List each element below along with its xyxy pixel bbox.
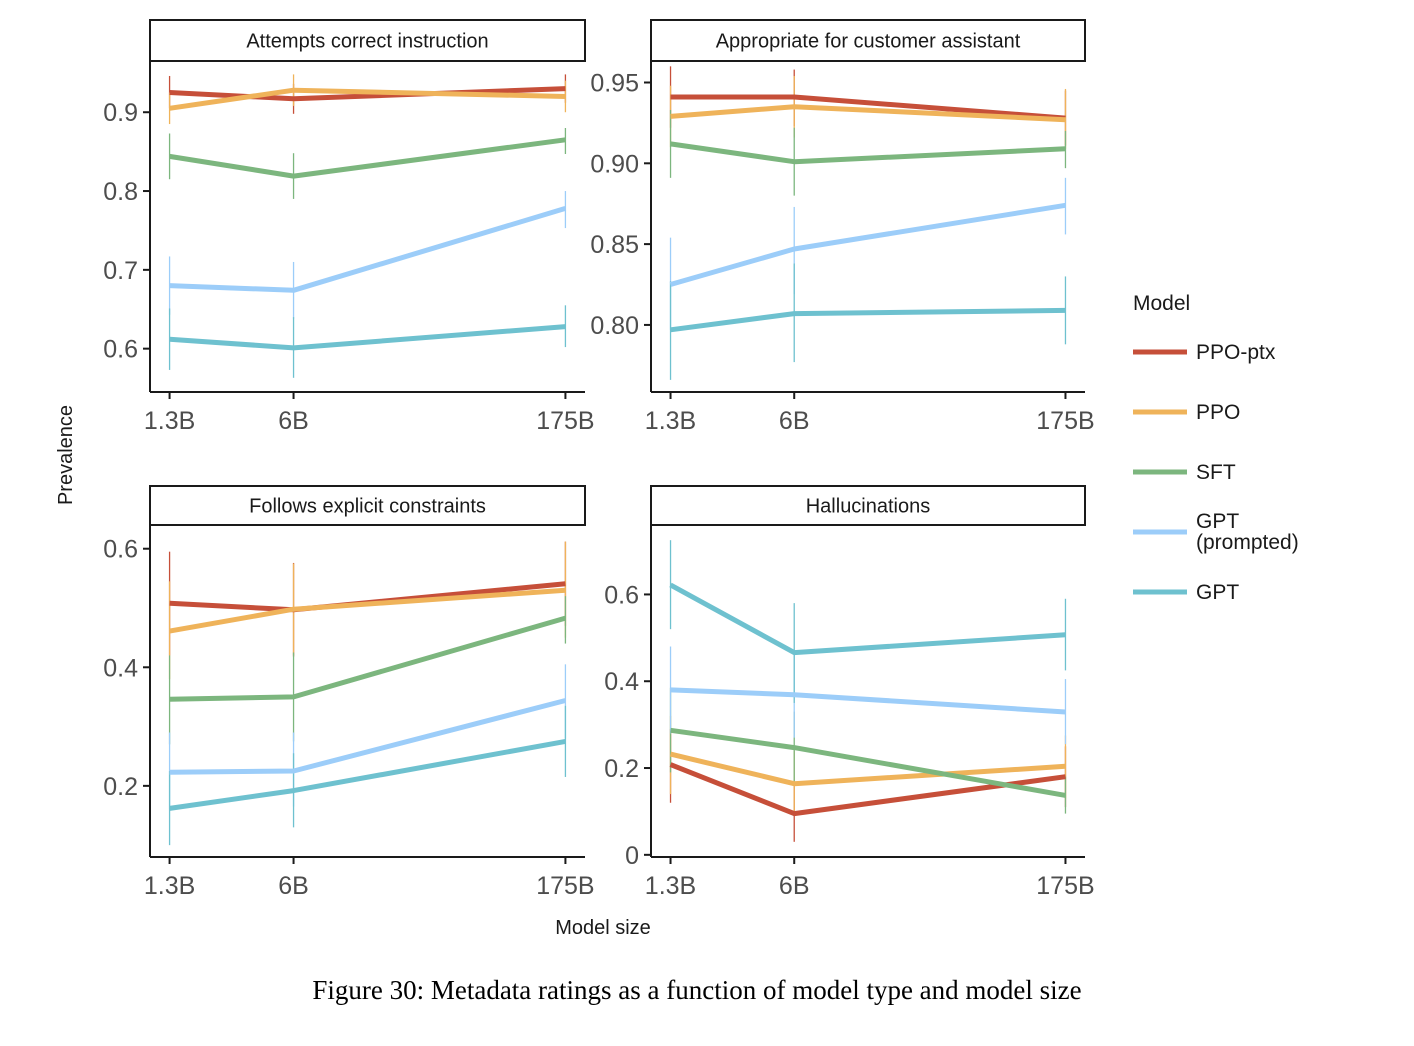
panel-strip [650,485,1086,526]
x-tick-label: 175B [1036,407,1094,435]
x-tick-label: 6B [779,407,810,435]
x-tick-label: 1.3B [144,872,195,900]
series-line [169,87,566,111]
series-line [169,206,567,293]
x-tick-label: 1.3B [645,407,696,435]
series-line [670,94,1066,121]
legend-label: SFT [1196,461,1236,484]
series-line [670,104,1066,123]
series-line [169,324,566,351]
y-tick-label: 0.95 [590,69,639,97]
y-tick-label: 0.6 [103,536,138,564]
series-line [669,202,1066,287]
x-tick-label: 6B [278,872,309,900]
x-tick-label: 1.3B [144,407,195,435]
panel-strip [650,19,1086,62]
x-tick-label: 6B [278,407,309,435]
series-line [169,137,566,179]
panel-title: Hallucinations [806,496,931,518]
legend-title: Model [1133,292,1190,315]
y-tick-label: 0.4 [103,654,138,682]
legend-label: PPO [1196,401,1240,424]
y-tick-label: 0.9 [103,99,138,127]
y-tick-label: 0.2 [103,773,138,801]
y-tick-label: 0.2 [604,755,639,783]
series-line [670,687,1066,715]
legend-label: GPT (prompted) [1196,510,1299,554]
y-axis-title: Prevalence [55,405,77,505]
panel-strip [149,485,586,526]
y-tick-label: 0.90 [590,150,639,178]
y-tick-label: 0.85 [590,231,639,259]
x-axis-title: Model size [555,917,651,939]
panel-strip [149,19,586,62]
faceted-line-chart: Attempts correct instruction 0.6 0.7 0.8 0.9… [55,19,1299,939]
y-tick-label: 0.6 [604,581,639,609]
series-line [670,307,1066,333]
y-tick-label: 0.8 [103,178,138,206]
series-line [670,727,1066,798]
panel-3: Follows explicit constraints 0.2 0.4 0.6 1.3… [103,485,595,900]
panel-4: Hallucinations 0 0.2 0.4 0.6 1.3B 6B 175B [604,485,1095,900]
panel-title: Appropriate for customer assistant [716,31,1021,53]
x-tick-label: 6B [779,872,810,900]
series-line [669,762,1066,817]
y-tick-label: 0 [625,842,639,870]
x-tick-label: 175B [1036,872,1094,900]
x-tick-label: 175B [536,407,594,435]
panel-2: Appropriate for customer assistant 0.80 0.… [590,19,1095,435]
series-line [169,587,566,634]
series-line [169,698,567,775]
panel-title: Follows explicit constraints [249,496,486,518]
chart-panels: Attempts correct instruction 0.6 0.7 0.8 0.9… [103,19,1095,900]
y-tick-label: 0.4 [604,668,639,696]
legend-label: GPT [1196,581,1239,604]
series-line [670,141,1066,165]
panel-title: Attempts correct instruction [246,31,488,53]
x-tick-label: 1.3B [645,872,696,900]
y-tick-label: 0.7 [103,257,138,285]
series-line [169,738,566,811]
legend: Model PPO-ptx PPO SFT GPT (prompted) GPT [1133,292,1299,604]
y-tick-label: 0.6 [103,336,138,364]
panel-1: Attempts correct instruction 0.6 0.7 0.8 0.9… [103,19,595,435]
series-line [669,582,1066,656]
figure-caption: Figure 30: Metadata ratings as a functio… [312,975,1082,1005]
y-tick-label: 0.80 [590,312,639,340]
x-tick-label: 175B [536,872,594,900]
series-line [169,615,567,702]
series-line [669,751,1066,787]
legend-label: PPO-ptx [1196,341,1276,364]
